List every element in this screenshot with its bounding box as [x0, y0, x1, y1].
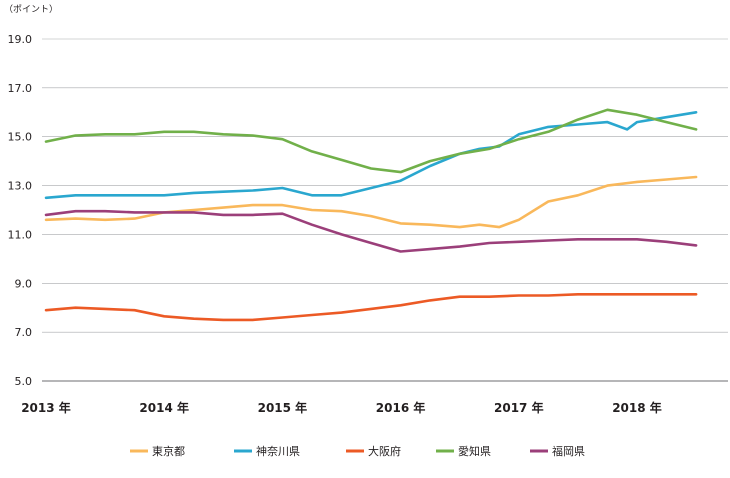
- x-tick-label: 2018 年: [612, 400, 662, 415]
- series-line: [44, 209, 698, 253]
- y-tick-label: 17.0: [8, 82, 33, 95]
- legend-label: 大阪府: [368, 444, 401, 458]
- legend-label: 神奈川県: [256, 444, 300, 458]
- x-tick-label: 2016 年: [376, 400, 426, 415]
- series-line: [44, 108, 698, 174]
- y-tick-label: 5.0: [15, 375, 33, 388]
- y-tick-label: 9.0: [15, 277, 33, 290]
- legend-label: 東京都: [152, 444, 185, 458]
- y-tick-label: 7.0: [15, 326, 33, 339]
- series-line: [44, 293, 698, 322]
- y-tick-label: 13.0: [8, 180, 33, 193]
- y-tick-label: 11.0: [8, 228, 33, 241]
- series-line: [44, 175, 698, 229]
- y-tick-label: 15.0: [8, 131, 33, 144]
- y-tick-label: 19.0: [8, 33, 33, 46]
- y-unit-label: （ポイント）: [4, 5, 59, 15]
- legend-label: 愛知県: [458, 444, 491, 458]
- x-tick-label: 2013 年: [21, 400, 71, 415]
- x-tick-label: 2014 年: [139, 400, 189, 415]
- legend-label: 福岡県: [552, 444, 585, 458]
- x-tick-label: 2017 年: [494, 400, 544, 415]
- series-line: [44, 111, 698, 200]
- x-tick-label: 2015 年: [258, 400, 308, 415]
